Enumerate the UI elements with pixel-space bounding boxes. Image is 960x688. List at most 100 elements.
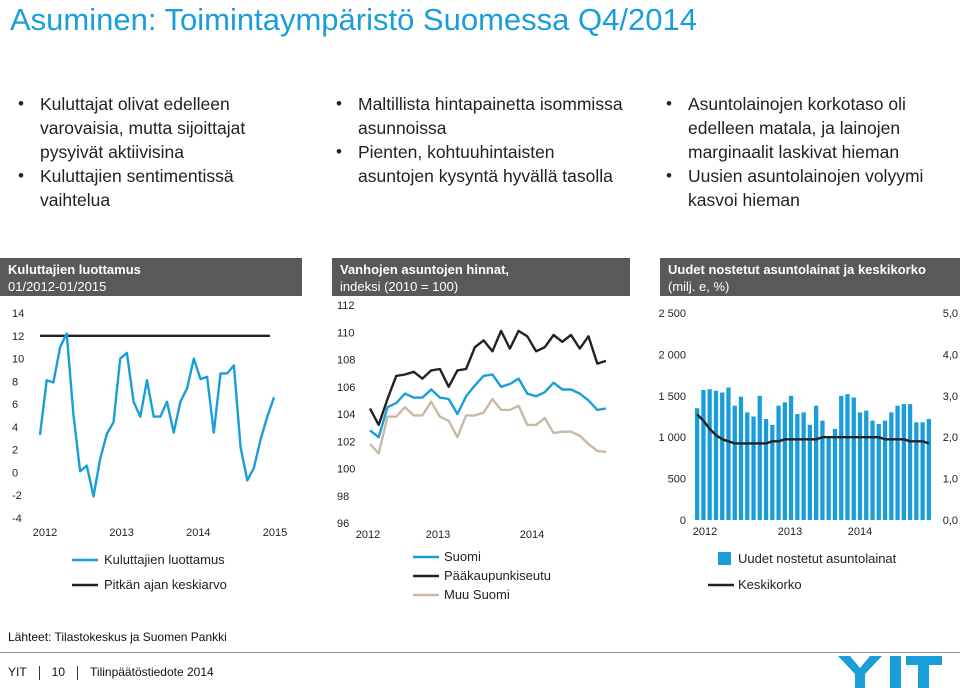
loan-bar: [751, 416, 756, 520]
chart-header-consumer-confidence: Kuluttajien luottamus 01/2012-01/2015: [0, 258, 302, 296]
y-tick-label: 96: [337, 518, 349, 530]
y-tick-label: 0: [680, 515, 686, 527]
bullet-column-1: Kuluttajat olivat edelleen varovaisia, m…: [12, 92, 297, 212]
loan-bar: [713, 390, 719, 520]
y2-tick-label: 0,0: [943, 515, 958, 527]
bullet-column-2: Maltillista hintapainetta isommissa asun…: [330, 92, 630, 188]
y-tick-label: -2: [12, 490, 22, 502]
loan-bar: [895, 405, 900, 520]
chart-header-subtitle: indeksi (2010 = 100): [340, 279, 459, 294]
y2-tick-label: 4,0: [943, 349, 958, 361]
bullet-item: Kuluttajat olivat edelleen varovaisia, m…: [12, 92, 297, 164]
loan-bar: [851, 397, 856, 520]
loan-bar: [907, 404, 913, 520]
x-tick-label: 2012: [693, 526, 717, 538]
loan-bar: [914, 422, 919, 520]
loan-bar: [732, 405, 737, 520]
loan-bar: [707, 389, 712, 520]
footer-separator: [77, 665, 79, 680]
legend-label: Pääkaupunkiseutu: [444, 568, 551, 583]
y-tick-label: 98: [337, 491, 349, 503]
x-tick-label: 2012: [356, 529, 380, 541]
y-tick-label: 2 500: [658, 308, 686, 320]
bullet-item: Maltillista hintapainetta isommissa asun…: [330, 92, 630, 140]
loan-bar: [882, 420, 888, 520]
y-tick-label: 112: [337, 300, 355, 312]
interest-rate-line: [696, 413, 930, 445]
loan-bar: [776, 405, 781, 520]
legend-label: Pitkän ajan keskiarvo: [104, 577, 227, 592]
legend-label: Uudet nostetut asuntolainat: [738, 551, 897, 566]
footer-company: YIT: [8, 665, 27, 679]
x-tick-label: 2013: [778, 526, 802, 538]
x-tick-label: 2015: [263, 527, 287, 539]
loan-bar: [876, 424, 881, 520]
loan-bar: [889, 412, 894, 520]
loan-bar: [832, 428, 838, 520]
y-tick-label: 106: [337, 382, 355, 394]
y-tick-label: 8: [12, 376, 18, 388]
y2-tick-label: 5,0: [943, 308, 958, 320]
loan-bar: [801, 412, 806, 520]
loan-bar: [807, 424, 812, 520]
loan-bar: [901, 404, 906, 520]
loan-bar: [770, 424, 775, 520]
chart-header-title: Kuluttajien luottamus: [8, 262, 141, 277]
y-tick-label: 10: [12, 354, 24, 366]
chart-header-mortgages: Uudet nostetut asuntolainat ja keskikork…: [660, 258, 960, 296]
bullet-item: Pienten, kohtuuhintaisten asuntojen kysy…: [330, 140, 630, 188]
bullet-item: Kuluttajien sentimentissä vaihtelua: [12, 164, 297, 212]
loan-bar: [695, 408, 700, 520]
loan-bar: [926, 419, 931, 520]
y-tick-label: 100: [337, 464, 355, 476]
consumer-confidence-line: [38, 332, 276, 498]
loan-bar: [757, 395, 762, 520]
chart-header-housing-prices: Vanhojen asuntojen hinnat, indeksi (2010…: [332, 258, 630, 296]
y-tick-label: 2 000: [658, 349, 686, 361]
y-tick-label: 6: [12, 399, 18, 411]
chart-header-title: Vanhojen asuntojen hinnat,: [340, 262, 510, 277]
legend-swatch: [718, 552, 731, 565]
y-tick-label: 1 500: [658, 391, 686, 403]
loan-bar: [701, 390, 706, 520]
legend-label: Muu Suomi: [444, 587, 510, 602]
loan-bar: [857, 412, 863, 520]
y-tick-label: 14: [12, 308, 24, 320]
x-tick-label: 2013: [426, 529, 450, 541]
loan-bar: [745, 412, 750, 520]
legend-label: Kuluttajien luottamus: [104, 552, 225, 567]
y-tick-label: 2: [12, 445, 18, 457]
legend-label: Suomi: [444, 549, 481, 564]
loan-bar: [870, 420, 875, 520]
y-tick-label: -4: [12, 513, 22, 525]
price-line-suomi: [369, 373, 607, 439]
loan-bar: [763, 419, 769, 520]
loan-bar: [738, 396, 744, 520]
price-line-p-kaupunkiseutu: [368, 329, 607, 427]
footer-divider: [0, 652, 960, 653]
loan-bar: [720, 392, 725, 520]
y-tick-label: 108: [337, 355, 355, 367]
footer-separator: [38, 665, 40, 680]
bullet-column-3: Asuntolainojen korkotaso oli edelleen ma…: [660, 92, 960, 212]
loan-bar: [839, 395, 844, 520]
x-tick-label: 2013: [109, 527, 133, 539]
y2-tick-label: 1,0: [943, 474, 958, 486]
y-tick-label: 102: [337, 436, 355, 448]
chart-header-subtitle: 01/2012-01/2015: [8, 279, 107, 294]
loan-bar: [864, 410, 869, 520]
price-line-muu-suomi: [369, 397, 607, 455]
source-note: Lähteet: Tilastokeskus ja Suomen Pankki: [8, 630, 227, 644]
chart-header-subtitle: (milj. e, %): [668, 279, 730, 294]
loan-bar: [814, 405, 819, 520]
x-tick-label: 2014: [520, 529, 544, 541]
loan-bar: [826, 437, 831, 520]
loan-bar: [788, 395, 794, 520]
footer-document: Tilinpäätöstiedote 2014: [90, 665, 214, 679]
bullet-item: Asuntolainojen korkotaso oli edelleen ma…: [660, 92, 960, 164]
footer: YIT 10 Tilinpäätöstiedote 2014: [8, 665, 214, 680]
loan-bar: [920, 422, 925, 520]
legend-label: Keskikorko: [738, 577, 802, 592]
y-tick-label: 104: [337, 409, 355, 421]
